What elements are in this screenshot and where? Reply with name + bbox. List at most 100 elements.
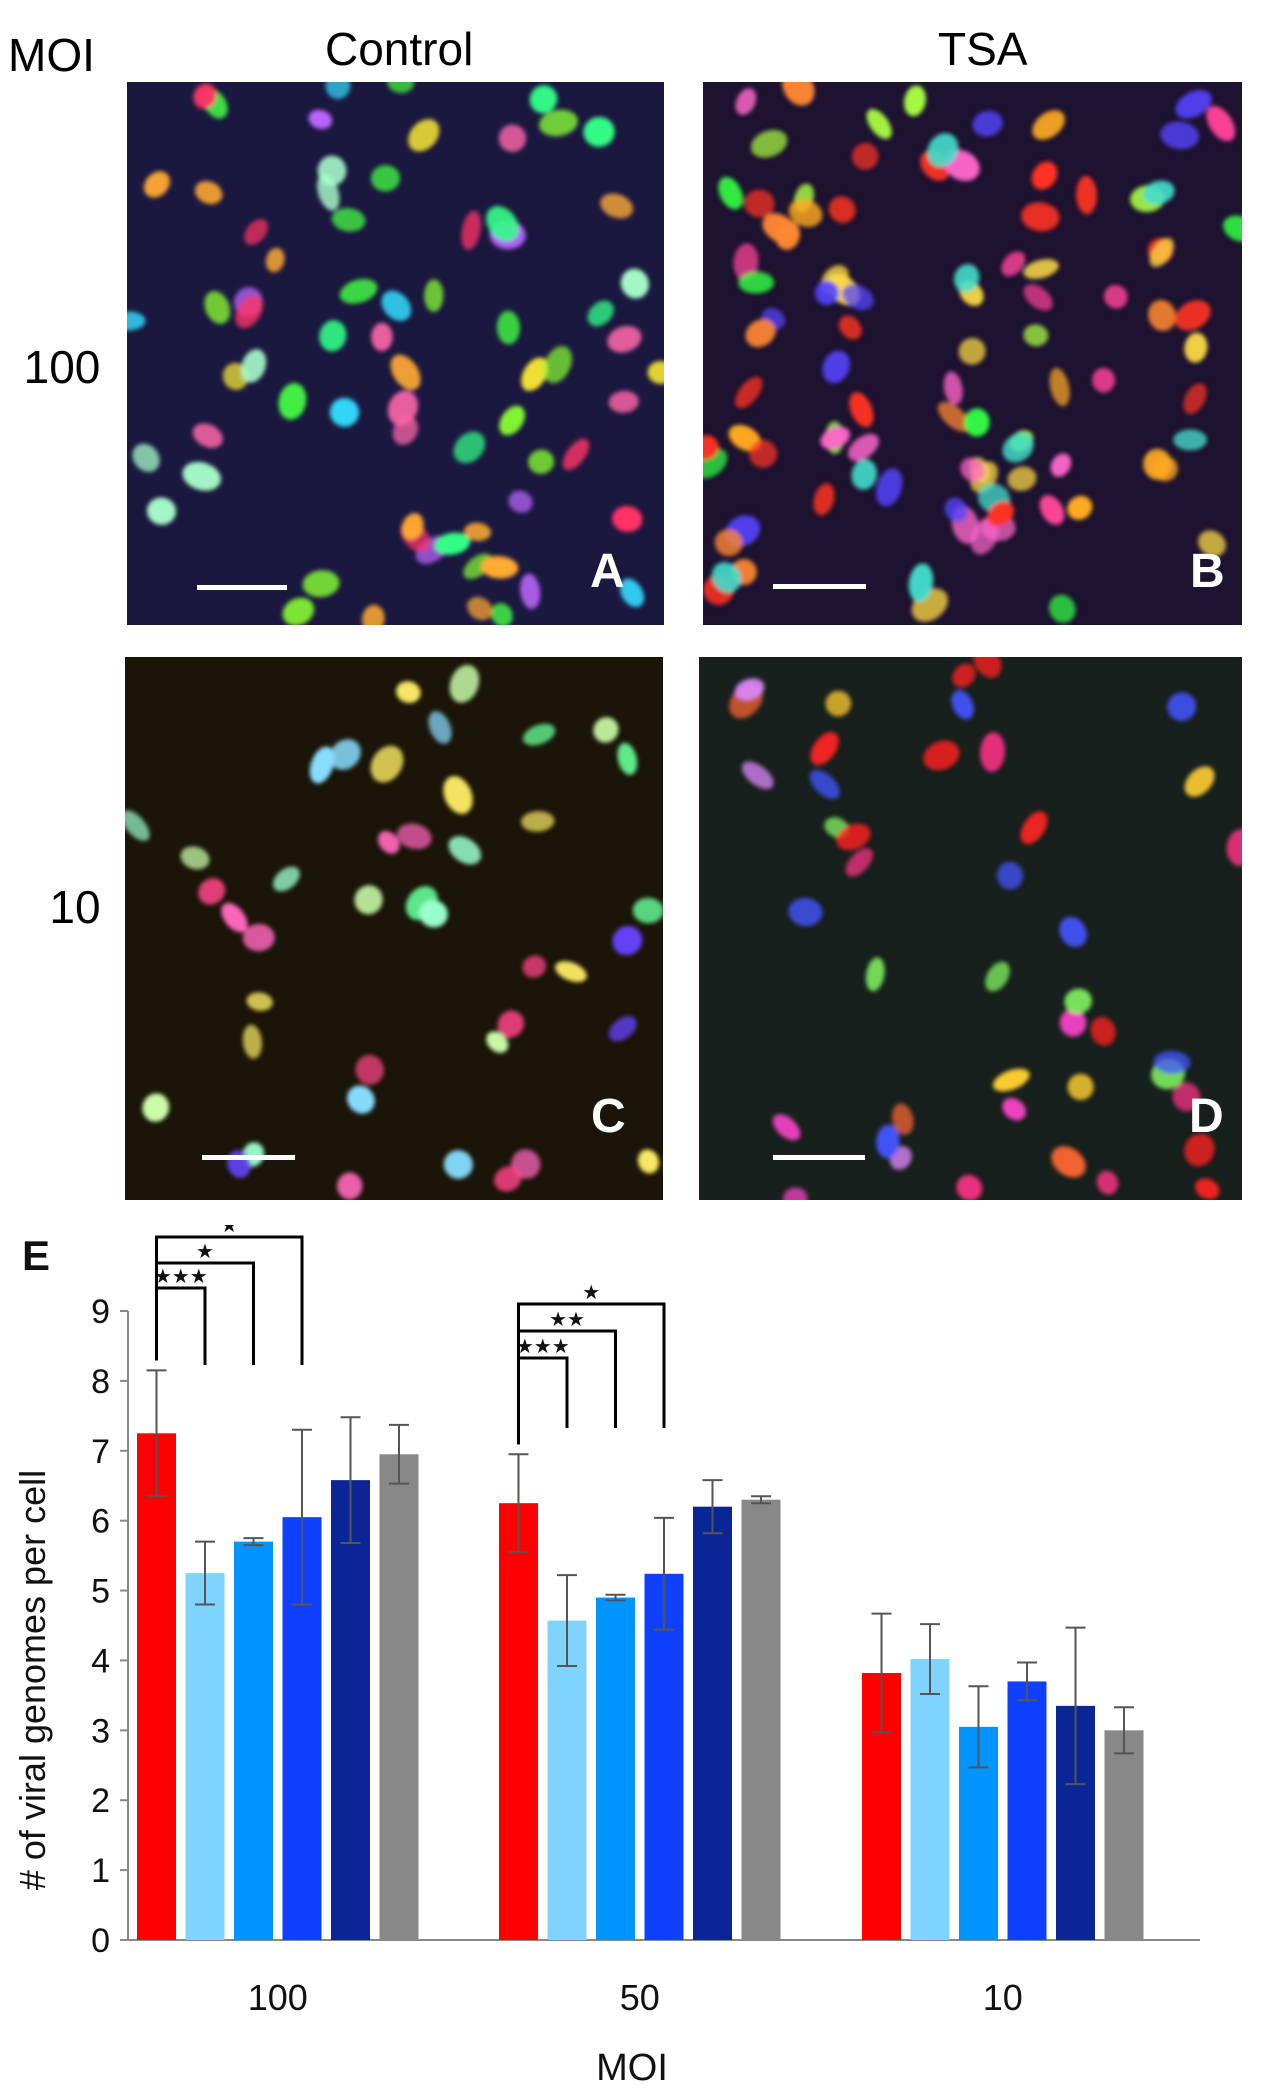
cell-nucleus	[467, 596, 493, 621]
y-axis-label: # of viral genomes per cell	[12, 1470, 53, 1890]
cell-nucleus	[937, 401, 971, 432]
cell-nucleus	[443, 776, 473, 814]
cell-nucleus	[600, 193, 634, 219]
cell-nucleus	[943, 371, 963, 405]
cell-nucleus	[828, 196, 856, 224]
cell-nucleus	[331, 207, 366, 232]
cell-nucleus	[838, 315, 862, 340]
bar	[137, 1433, 176, 1940]
cell-nucleus	[424, 279, 444, 312]
cell-nucleus	[1059, 1009, 1087, 1037]
cell-nucleus	[848, 433, 879, 461]
cell-nucleus	[235, 295, 263, 329]
cell-nucleus	[741, 761, 774, 790]
row-header-moi: MOI	[8, 29, 95, 81]
cell-nucleus	[562, 438, 590, 471]
cell-nucleus	[491, 602, 513, 625]
cell-nucleus	[593, 717, 619, 743]
cell-nucleus	[734, 678, 765, 701]
cell-nucleus	[464, 522, 491, 541]
cell-nucleus	[1184, 332, 1208, 363]
cell-nucleus	[927, 133, 959, 168]
cell-nucleus	[612, 505, 643, 533]
cell-nucleus	[1039, 495, 1065, 525]
cell-nucleus	[750, 129, 788, 158]
cell-nucleus	[1174, 300, 1211, 331]
y-tick-label: 3	[91, 1712, 110, 1750]
cell-nucleus	[1096, 1170, 1119, 1195]
cell-nucleus	[1092, 367, 1116, 393]
x-tick-label: 10	[983, 1977, 1023, 2018]
bar	[741, 1499, 781, 1940]
cell-nucleus	[132, 443, 160, 472]
row-label-moi-10: 10	[49, 881, 101, 933]
cell-nucleus	[192, 423, 223, 448]
cell-nucleus	[355, 1054, 384, 1085]
cell-nucleus	[329, 397, 360, 427]
cell-nucleus	[354, 885, 383, 915]
cell-nucleus	[143, 171, 170, 198]
cell-nucleus	[608, 390, 639, 413]
cell-nucleus	[1021, 202, 1060, 232]
cell-nucleus	[494, 1166, 522, 1192]
significance-brackets: ★★★★★★★★★★★	[154, 1225, 666, 1445]
cell-nucleus	[1076, 175, 1097, 215]
bar	[547, 1620, 587, 1940]
cell-nucleus	[1206, 105, 1236, 142]
cell-nucleus	[1149, 237, 1174, 268]
bar	[644, 1573, 684, 1940]
panel-letter-c: C	[591, 1090, 626, 1143]
significance-label: ★★★	[154, 1266, 208, 1288]
significance-bracket	[517, 1356, 569, 1445]
cell-nucleus	[529, 85, 558, 114]
significance-bracket	[155, 1235, 304, 1365]
cell-nucleus	[543, 346, 573, 384]
cell-nucleus	[1175, 89, 1212, 119]
cell-nucleus	[1142, 180, 1175, 205]
cell-nucleus	[1067, 1073, 1094, 1101]
significance-label: ★	[582, 1282, 600, 1304]
cell-nucleus	[718, 176, 744, 210]
cell-nucleus	[958, 337, 986, 365]
micrograph-panel-c: C	[125, 657, 663, 1200]
micrograph-panel-b: B	[703, 82, 1242, 625]
cell-nucleus	[987, 501, 1015, 527]
cell-nucleus	[325, 82, 351, 99]
cell-nucleus	[390, 354, 421, 391]
cell-nucleus	[1153, 1050, 1191, 1075]
cell-nucleus	[125, 810, 150, 841]
cell-nucleus	[953, 264, 980, 293]
cell-nucleus	[836, 823, 871, 851]
cell-nucleus	[788, 198, 823, 227]
micrograph-image-a	[127, 82, 664, 625]
cell-nucleus	[845, 848, 873, 877]
cell-nucleus	[964, 408, 990, 437]
micrograph-panel-a: A	[127, 82, 664, 625]
cell-nucleus	[1198, 530, 1226, 557]
significance-label: ★	[196, 1241, 214, 1263]
cell-nucleus	[866, 108, 892, 140]
cell-nucleus	[242, 923, 275, 952]
bar	[331, 1480, 370, 1940]
cell-nucleus	[744, 189, 775, 218]
cell-nucleus	[980, 732, 1005, 772]
cell-nucleus	[1143, 448, 1172, 480]
cell-nucleus	[788, 897, 823, 927]
cell-nucleus	[1059, 916, 1087, 948]
cell-nucleus	[496, 310, 521, 345]
cell-nucleus	[1002, 1097, 1026, 1121]
cell-nucleus	[194, 181, 223, 205]
cell-nucleus	[204, 291, 231, 324]
cell-nucleus	[339, 278, 378, 304]
cell-nucleus	[370, 165, 401, 192]
cell-nucleus	[278, 382, 307, 420]
micrograph-panel-d: D	[699, 657, 1242, 1200]
cell-nucleus	[449, 664, 480, 703]
cell-nucleus	[842, 284, 874, 311]
cell-nucleus	[453, 431, 486, 464]
cell-nucleus	[302, 570, 340, 598]
cell-nucleus	[612, 925, 643, 956]
x-tick-label: 50	[620, 1977, 660, 2018]
cell-nucleus	[521, 811, 555, 832]
cell-nucleus	[198, 878, 226, 905]
